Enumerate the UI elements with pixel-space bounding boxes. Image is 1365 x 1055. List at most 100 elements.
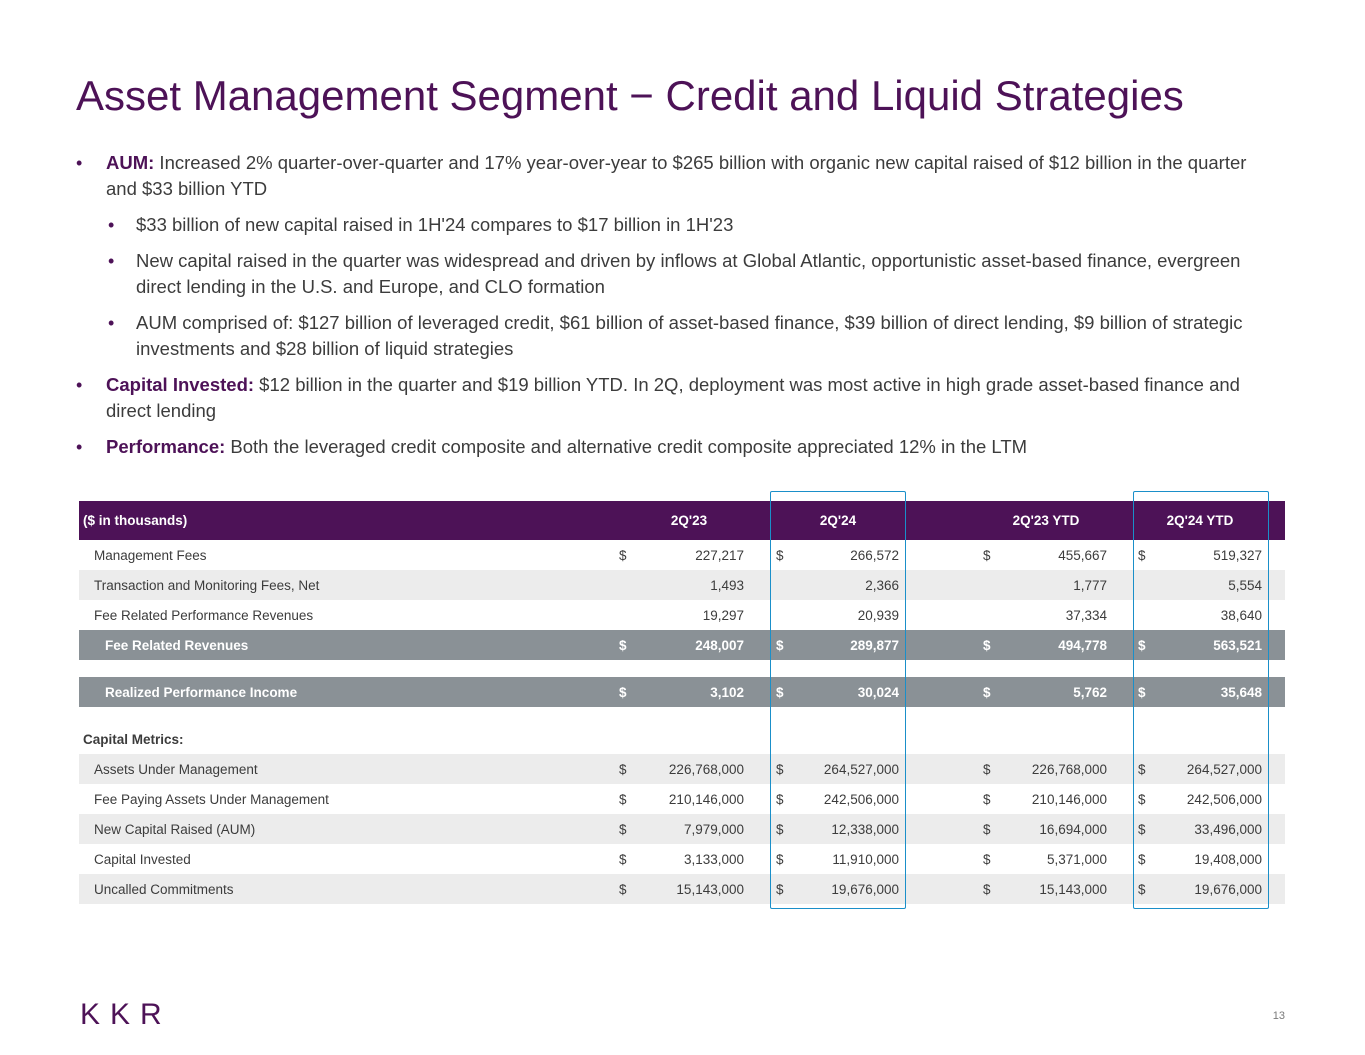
table-row: Management Fees $227,217 $266,572 $455,667 $… [79,540,1285,570]
bullet-performance-text: Both the leveraged credit composite and … [225,436,1028,457]
dollar-sign: $ [1138,684,1146,700]
row-label: Fee Related Performance Revenues [94,607,314,623]
cell-value: 12,338,000 [831,821,899,837]
dollar-sign: $ [776,637,784,653]
dollar-sign: $ [776,761,784,777]
highlight-2q24-ytd-column [1133,491,1269,909]
row-label: Realized Performance Income [105,684,298,700]
row-label: Fee Related Revenues [105,637,249,653]
dollar-sign: $ [619,821,627,837]
cell-value: 563,521 [1213,637,1262,653]
cell-value: 20,939 [857,607,899,623]
row-label: Transaction and Monitoring Fees, Net [94,577,320,593]
sub-bullet-2: New capital raised in the quarter was wi… [76,248,1276,300]
highlight-2q24-column [770,491,906,909]
row-label: Capital Invested [94,851,191,867]
column-header: 2Q'24 [819,513,857,528]
cell-value: 226,768,000 [1031,761,1107,777]
page-title: Asset Management Segment − Credit and Li… [76,72,1184,119]
table-row: Transaction and Monitoring Fees, Net 1,49… [79,570,1285,600]
cell-value: 15,143,000 [1039,881,1107,897]
bullet-list: AUM: Increased 2% quarter-over-quarter a… [76,150,1276,470]
dollar-sign: $ [619,761,627,777]
dollar-sign: $ [983,761,991,777]
cell-value: 35,648 [1220,684,1262,700]
cell-value: 3,102 [710,684,744,700]
cell-value: 242,506,000 [823,791,899,807]
cell-value: 16,694,000 [1039,821,1107,837]
dollar-sign: $ [776,881,784,897]
bullet-aum: AUM: Increased 2% quarter-over-quarter a… [76,150,1276,202]
cell-value: 266,572 [850,547,899,563]
cell-value: 455,667 [1058,547,1107,563]
dollar-sign: $ [1138,761,1146,777]
bullet-performance: Performance: Both the leveraged credit c… [76,434,1276,460]
table-row: Realized Performance Income $3,102 $30,024… [79,677,1285,707]
dollar-sign: $ [776,684,784,700]
cell-value: 264,527,000 [1186,761,1262,777]
table-row: Fee Related Performance Revenues 19,297 20… [79,600,1285,630]
table-row: Fee Paying Assets Under Management $210,1… [79,784,1285,814]
table-row: Uncalled Commitments $15,143,000 $19,676,0… [79,874,1285,904]
dollar-sign: $ [1138,851,1146,867]
cell-value: 19,297 [702,607,744,623]
dollar-sign: $ [619,547,627,563]
bullet-capital-label: Capital Invested: [106,374,255,395]
row-label: Management Fees [94,547,207,563]
bullet-capital-invested: Capital Invested: $12 billion in the qua… [76,372,1276,424]
table-row: New Capital Raised (AUM) $7,979,000 $12,33… [79,814,1285,844]
cell-value: 5,554 [1228,577,1262,593]
cell-value: 37,334 [1065,607,1107,623]
dollar-sign: $ [983,821,991,837]
financial-table: ($ in thousands) 2Q'23 2Q'24 2Q'23 YTD 2… [79,501,1285,904]
row-label: Assets Under Management [94,761,258,777]
row-label: Uncalled Commitments [94,881,234,897]
cell-value: 7,979,000 [683,821,744,837]
cell-value: 5,762 [1073,684,1107,700]
cell-value: 494,778 [1058,637,1107,653]
kkr-logo: KKR [80,998,172,1031]
cell-value: 210,146,000 [1031,791,1107,807]
cell-value: 1,777 [1073,577,1107,593]
dollar-sign: $ [1138,881,1146,897]
cell-value: 5,371,000 [1046,851,1107,867]
dollar-sign: $ [1138,547,1146,563]
cell-value: 3,133,000 [683,851,744,867]
table-row: Fee Related Revenues $248,007 $289,877 $494… [79,630,1285,660]
capital-metrics-heading-row: Capital Metrics: [79,707,1285,754]
page-number: 13 [1272,1010,1285,1022]
cell-value: 227,217 [695,547,744,563]
table-row: Assets Under Management $226,768,000 $264,… [79,754,1285,784]
dollar-sign: $ [619,851,627,867]
column-header: 2Q'23 YTD [1012,513,1080,528]
dollar-sign: $ [1138,791,1146,807]
cell-value: 210,146,000 [668,791,744,807]
dollar-sign: $ [776,547,784,563]
cell-value: 33,496,000 [1194,821,1262,837]
dollar-sign: $ [983,684,991,700]
cell-value: 19,676,000 [831,881,899,897]
dollar-sign: $ [1138,637,1146,653]
dollar-sign: $ [983,881,991,897]
sub-bullet-1: $33 billion of new capital raised in 1H'… [76,212,1276,238]
cell-value: 38,640 [1220,607,1262,623]
dollar-sign: $ [776,791,784,807]
dollar-sign: $ [983,637,991,653]
row-label: New Capital Raised (AUM) [94,821,256,837]
bullet-aum-text: Increased 2% quarter-over-quarter and 17… [106,152,1247,199]
cell-value: 264,527,000 [823,761,899,777]
cell-value: 519,327 [1213,547,1262,563]
column-header: 2Q'24 YTD [1166,513,1234,528]
dollar-sign: $ [619,881,627,897]
dollar-sign: $ [619,684,627,700]
dollar-sign: $ [983,851,991,867]
row-label: Fee Paying Assets Under Management [94,791,329,807]
cell-value: 19,408,000 [1194,851,1262,867]
cell-value: 1,493 [710,577,744,593]
capital-metrics-label: Capital Metrics: [83,732,184,747]
unit-label: ($ in thousands) [83,513,188,528]
cell-value: 289,877 [850,637,899,653]
dollar-sign: $ [619,791,627,807]
cell-value: 30,024 [857,684,899,700]
dollar-sign: $ [776,821,784,837]
